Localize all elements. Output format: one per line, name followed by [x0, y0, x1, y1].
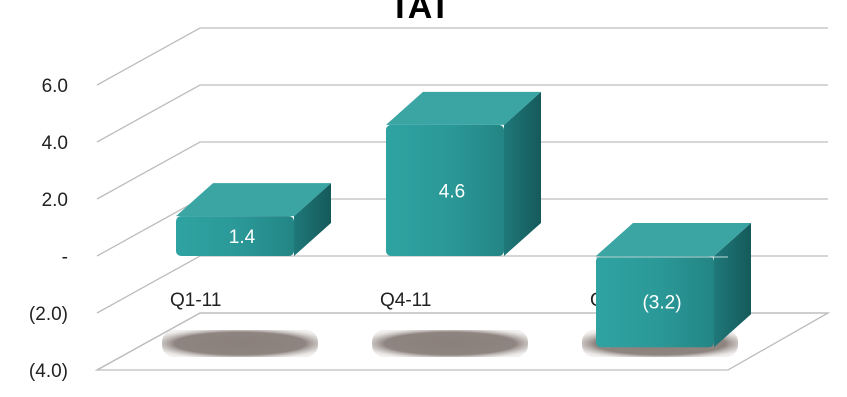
- bar-shadow: [162, 330, 318, 357]
- y-tick-label: 6.0: [42, 76, 68, 97]
- data-labels: 1.4 4.6 (3.2): [229, 181, 728, 314]
- data-label: (3.2): [642, 293, 681, 314]
- gridline-1: [96, 84, 828, 143]
- y-tick-label: (2.0): [29, 304, 68, 325]
- y-tick-label: -: [62, 247, 68, 268]
- y-tick-label: 4.0: [42, 133, 68, 154]
- bar-top: [596, 223, 751, 256]
- bars: [176, 91, 751, 348]
- y-tick-label: 2.0: [42, 190, 68, 211]
- bar: [176, 216, 294, 256]
- bar: [596, 256, 714, 348]
- y-tick-label: (4.0): [29, 361, 68, 382]
- bar-shadow: [372, 330, 528, 357]
- bar-top: [386, 91, 541, 125]
- y-axis-ticks: 6.0 4.0 2.0 - (2.0) (4.0): [29, 76, 68, 382]
- bar-side: [504, 91, 541, 257]
- bar: [386, 124, 504, 257]
- data-label: 4.6: [439, 181, 465, 202]
- bar-top: [176, 183, 331, 217]
- x-category-label: Q4-11: [380, 290, 431, 311]
- x-category-label: Q1-11: [170, 290, 221, 311]
- floor: [94, 312, 831, 371]
- data-label: 1.4: [229, 227, 256, 248]
- bar-side: [714, 223, 751, 348]
- floor-outline: [94, 312, 831, 371]
- chart-title: TAT: [389, 0, 450, 26]
- gridline-2: [96, 141, 828, 200]
- bar-side: [294, 183, 331, 256]
- gridline-0: [96, 27, 828, 86]
